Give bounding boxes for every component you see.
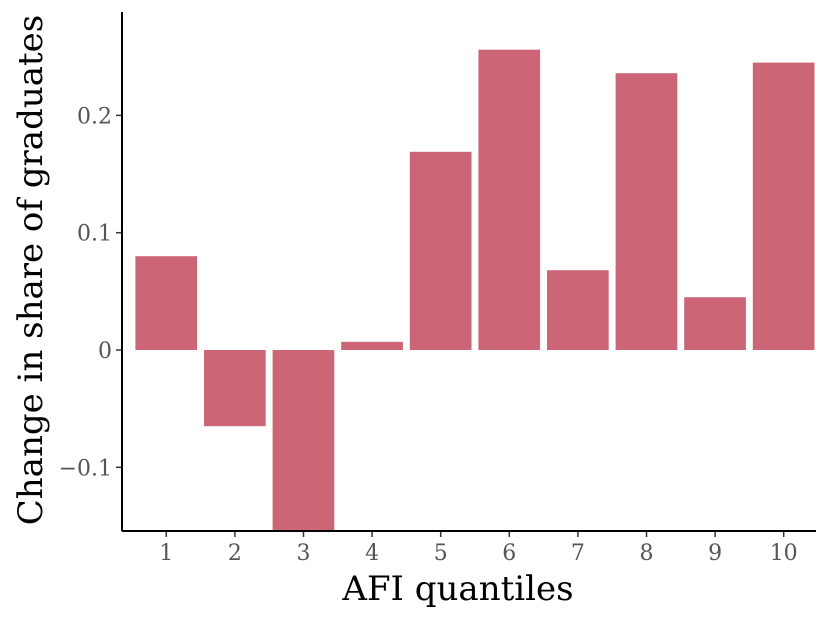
x-tick-label: 9	[708, 541, 722, 566]
y-tick-label: 0	[98, 339, 112, 364]
x-tick-label: 3	[297, 541, 311, 566]
bars-group	[135, 49, 815, 531]
x-tick-label: 10	[770, 541, 798, 566]
y-ticks-group: −0.1 0 0.1 0.2	[59, 104, 122, 481]
x-ticks-group: 1 2 3 4 5 6 7 8 9 10	[159, 531, 798, 566]
bar-3	[272, 350, 335, 531]
bar-9	[684, 297, 746, 350]
x-tick-label: 6	[502, 541, 516, 566]
bar-6	[478, 49, 541, 350]
bar-2	[204, 350, 266, 427]
bar-10	[752, 62, 815, 350]
bar-8	[615, 73, 678, 350]
bar-4	[341, 341, 403, 350]
bar-5	[409, 151, 472, 350]
bar-7	[547, 270, 609, 350]
x-tick-label: 8	[640, 541, 654, 566]
x-tick-label: 5	[434, 541, 448, 566]
x-tick-label: 1	[159, 541, 173, 566]
x-tick-label: 2	[228, 541, 242, 566]
y-axis-title: Change in share of graduates	[11, 15, 51, 525]
y-tick-label: 0.1	[77, 222, 112, 247]
x-tick-label: 4	[365, 541, 379, 566]
x-axis-title: AFI quantiles	[341, 569, 573, 609]
x-tick-label: 7	[571, 541, 585, 566]
bar-1	[135, 256, 198, 350]
y-tick-label: 0.2	[77, 104, 112, 129]
y-tick-label: −0.1	[59, 456, 112, 481]
